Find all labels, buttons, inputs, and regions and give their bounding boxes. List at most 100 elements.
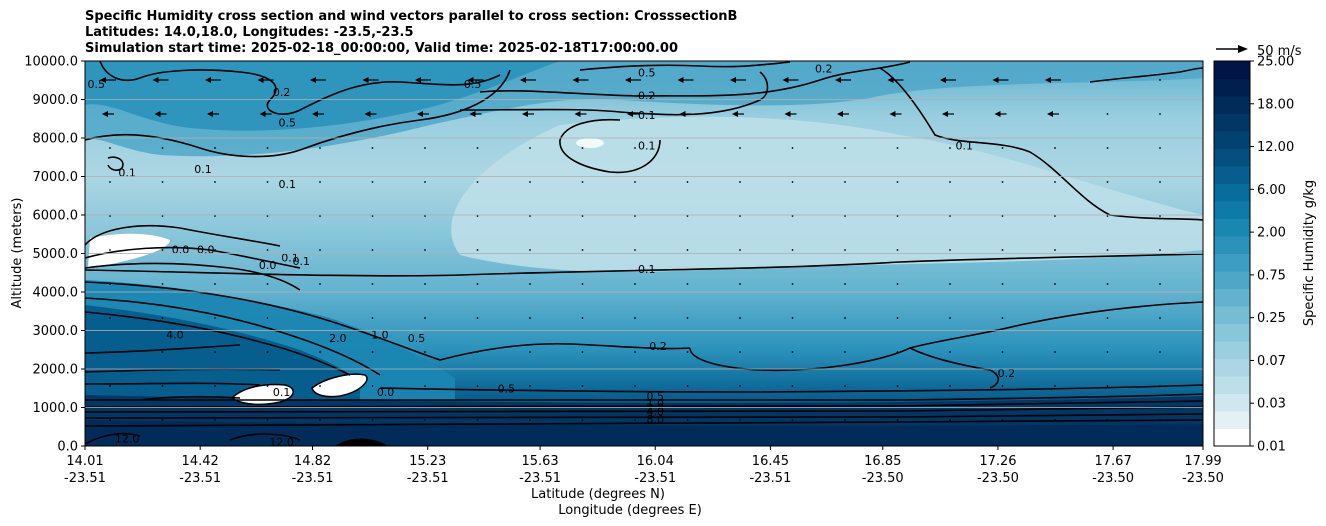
colorbar-segment [1214, 201, 1250, 219]
contour-label: 0.1 [293, 255, 311, 268]
contour-line [909, 347, 1000, 389]
colorbar-tick-label: 12.00 [1257, 140, 1294, 155]
wind-vector-dot [371, 181, 374, 183]
contour-label: 0.2 [998, 367, 1016, 380]
wind-key: 50 m/s [1216, 44, 1302, 59]
wind-vector-dot [1106, 79, 1109, 81]
wind-vector-dot [896, 249, 899, 251]
wind-vector-head [572, 77, 579, 83]
wind-vector-dot [424, 249, 426, 251]
wind-vector-dot [1106, 385, 1109, 387]
wind-vector-dot [949, 215, 951, 217]
colorbar-tick-label: 18.00 [1257, 97, 1294, 112]
wind-vector-dot [1001, 283, 1004, 285]
wind-vector-dot [844, 215, 846, 217]
contour-label: 0.1 [281, 251, 299, 264]
contour-line [85, 311, 351, 376]
contour-line [85, 406, 1203, 414]
wind-vector-dot [1159, 113, 1161, 115]
colorbar-frame [1213, 60, 1251, 447]
wind-vector-dot [319, 351, 321, 353]
wind-vector-head [102, 111, 108, 117]
y-tick-label: 2000.0 [33, 363, 79, 378]
wind-vector-dot [319, 181, 321, 183]
contour-label: 0.5 [408, 332, 426, 345]
wind-vector-dot [1106, 419, 1109, 421]
wind-vector-dot [529, 249, 531, 251]
contour-line [459, 71, 769, 116]
x-tick-label-longitude: -23.51 [407, 471, 449, 486]
contour-label: 0.5 [638, 67, 656, 80]
wind-vector-dot [1106, 147, 1109, 149]
wind-vector-dot [109, 385, 111, 387]
wind-vector-dot [319, 249, 321, 251]
wind-vector-dot [529, 283, 531, 285]
colorbar-segment [1214, 323, 1250, 342]
y-tick-label: 1000.0 [33, 401, 79, 416]
contour-line [85, 69, 511, 158]
y-tick-label: 0.0 [57, 440, 78, 455]
wind-vector-dot [1106, 215, 1109, 217]
wind-vector-dot [791, 249, 794, 251]
wind-vector-dot [214, 147, 216, 149]
colorbar-tick-label: 6.00 [1257, 183, 1286, 198]
wind-vector-dot [266, 419, 269, 421]
y-tick-label: 8000.0 [33, 132, 79, 147]
wind-vector-dot [896, 215, 899, 217]
wind-vector-dot [214, 419, 216, 421]
wind-vector-head [887, 77, 894, 83]
contour-label: 4.0 [646, 405, 664, 418]
wind-vector-dot [161, 249, 164, 251]
contour-line [559, 118, 661, 174]
wind-vector-dot [581, 317, 584, 319]
wind-vector-dot [1159, 385, 1161, 387]
wind-vector-head [940, 77, 946, 83]
wind-vector-head [1047, 111, 1053, 117]
wind-vector-dot [109, 419, 111, 421]
wind-vector-dot [739, 283, 741, 285]
contour-line [85, 344, 241, 354]
wind-vector-dot [319, 147, 321, 149]
wind-vector-head [730, 77, 736, 83]
wind-vector-dot [1054, 283, 1056, 285]
wind-vector-dot [896, 317, 899, 319]
wind-vector-dot [476, 385, 479, 387]
wind-vector-dot [1106, 181, 1109, 183]
wind-vector-dot [1106, 351, 1109, 353]
wind-vector-dot [319, 317, 321, 319]
wind-vector-dot [476, 249, 479, 251]
wind-vector-dot [1159, 317, 1161, 319]
wind-vector-dot [1054, 351, 1056, 353]
title-line-3: Simulation start time: 2025-02-18_00:00:… [85, 41, 678, 56]
wind-vector-head [889, 111, 896, 117]
y-tick-label: 6000.0 [33, 209, 79, 224]
colorbar-tick-label: 0.75 [1257, 268, 1286, 283]
wind-vector-dot [581, 419, 584, 421]
colorbar-segment [1214, 358, 1250, 377]
contour-label: 0.5 [87, 78, 105, 91]
wind-vector-dot [529, 385, 531, 387]
wind-vector-dot [1001, 215, 1004, 217]
y-tick-label: 10000.0 [24, 55, 78, 70]
wind-vector-dot [1159, 351, 1161, 353]
wind-vector-dot [686, 385, 689, 387]
wind-vector-dot [1106, 249, 1109, 251]
wind-key-arrowhead [1238, 45, 1248, 53]
wind-vector-dot [529, 351, 531, 353]
wind-vector-dot [634, 181, 636, 183]
wind-vector-dot [1054, 419, 1056, 421]
wind-vector-dot [109, 215, 111, 217]
wind-vector-dot [581, 181, 584, 183]
wind-vector-dot [896, 181, 899, 183]
wind-vector-dot [476, 419, 479, 421]
colorbar-segment [1214, 411, 1250, 429]
wind-vector-dot [266, 249, 269, 251]
colorbar-segment [1214, 428, 1250, 447]
wind-vector-dot [214, 181, 216, 183]
wind-vector-head [625, 77, 631, 83]
contour-line [85, 246, 301, 269]
wind-vector-head [362, 77, 369, 83]
wind-vector-dot [1106, 283, 1109, 285]
wind-vector-dot [634, 249, 636, 251]
wind-vector-dot [161, 351, 164, 353]
